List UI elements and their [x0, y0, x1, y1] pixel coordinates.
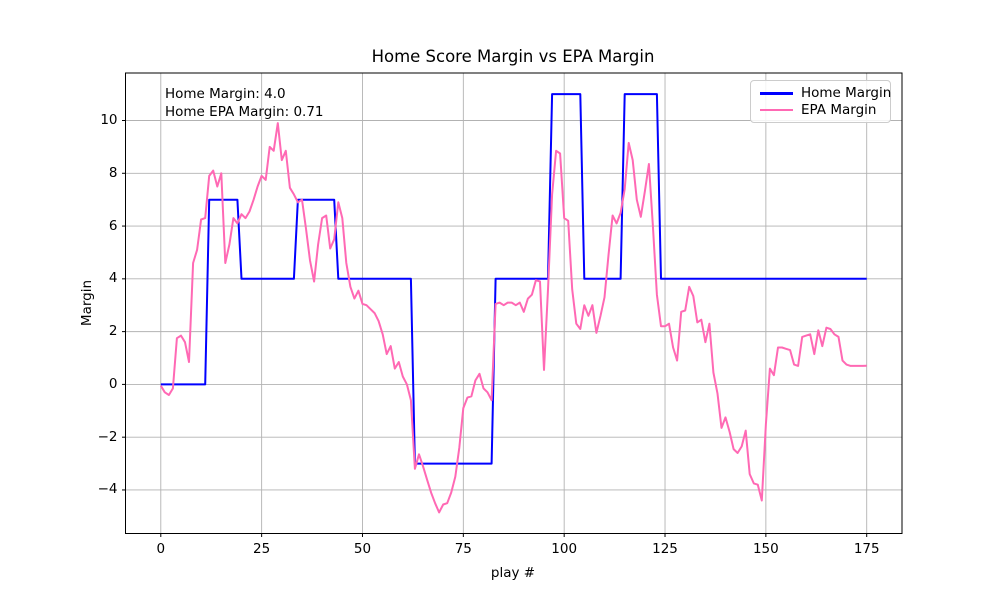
legend-label-epa-margin: EPA Margin	[801, 101, 877, 118]
score-annotation: Home Margin: 4.0 Home EPA Margin: 0.71	[165, 86, 324, 121]
x-axis-label: play #	[490, 565, 536, 581]
legend-entry-home-margin: Home Margin	[760, 85, 891, 102]
x-tick-label: 125	[652, 540, 678, 557]
legend-entry-epa-margin: EPA Margin	[760, 102, 881, 119]
y-tick-label: −4	[97, 481, 118, 498]
annotation-epa-margin: Home EPA Margin: 0.71	[165, 103, 324, 120]
x-tick-label: 75	[454, 540, 472, 557]
home-margin-line	[160, 93, 867, 465]
y-tick-label: 2	[108, 323, 118, 340]
y-tick-label: 0	[108, 375, 118, 392]
y-tick-label: 6	[108, 217, 118, 234]
x-tick-label: 50	[353, 540, 372, 557]
y-axis-label: Margin	[79, 279, 95, 327]
y-tick-label: 10	[100, 112, 118, 128]
chart-title: Home Score Margin vs EPA Margin	[371, 47, 655, 66]
x-tick-label: 0	[156, 540, 166, 557]
epa-margin-line	[159, 122, 867, 514]
legend-label-home-margin: Home Margin	[801, 85, 892, 102]
home-margin-line-sample	[760, 92, 793, 95]
annotation-home-margin: Home Margin: 4.0	[165, 86, 286, 102]
y-tick-label: −2	[97, 428, 118, 445]
x-tick-label: 100	[551, 540, 578, 557]
y-tick-label: 8	[108, 164, 118, 181]
legend: Home Margin EPA Margin	[750, 80, 891, 123]
x-tick-label: 175	[853, 540, 880, 557]
axes-frame	[125, 72, 903, 534]
x-tick-label: 150	[752, 540, 779, 557]
y-tick-label: 4	[108, 270, 118, 287]
x-tick-label: 25	[253, 540, 271, 557]
epa-margin-line-sample	[760, 108, 793, 111]
